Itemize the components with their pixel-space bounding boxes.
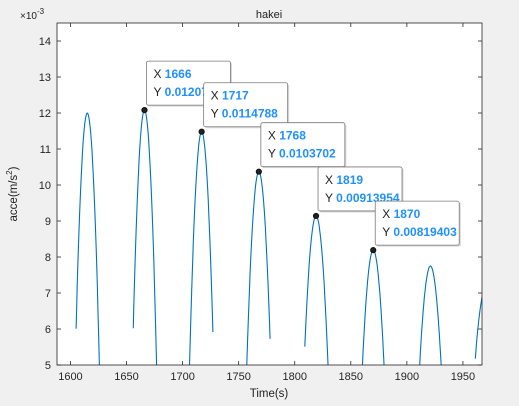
datatip-x-key: X: [153, 67, 164, 81]
datatip-box: [317, 166, 403, 212]
datatip-x-value: 1666: [165, 67, 192, 81]
y-tick-label: 10: [39, 180, 51, 192]
y-axis-exponent: ×10-3: [20, 7, 45, 22]
y-axis-label-close: ): [8, 166, 20, 170]
datatip-marker: [370, 247, 377, 254]
datatip-x-value: 1819: [336, 173, 363, 187]
datatip-y-row: Y 0.0114788: [211, 107, 279, 121]
datatip-y-row: Y 0.01207: [153, 85, 208, 99]
datatip-x-row: X 1819: [325, 173, 363, 187]
y-tick-label: 9: [45, 216, 51, 228]
x-tick-label: 1700: [170, 371, 194, 383]
y-tick-label: 14: [39, 36, 51, 48]
y-axis-label-main: acce(m/s: [8, 175, 20, 222]
datatip-box: [374, 200, 460, 246]
x-tick-label: 1850: [339, 371, 363, 383]
y-tick-label: 7: [45, 288, 51, 300]
datatip-x-key: X: [382, 207, 393, 221]
y-tick-label: 5: [45, 360, 51, 372]
x-axis-label: Time(s): [250, 388, 289, 400]
datatip-x-value: 1768: [279, 129, 306, 143]
datatip-box: [203, 82, 289, 128]
datatip-y-row: Y 0.00819403: [382, 225, 457, 239]
axes-box: [56, 22, 483, 366]
axes-layer: 1600 1650 1700 1750 1800 1850 1900 1950 5 6 7 8 9 10 1…: [39, 22, 483, 383]
x-tick-label: 1750: [226, 371, 250, 383]
datatip-x-row: X 1768: [268, 129, 306, 143]
chart-title: hakei: [256, 9, 282, 21]
datatip-x-row: X 1666: [153, 67, 191, 81]
datatip-y-value: 0.0103702: [279, 147, 336, 161]
y-axis-label-sup: 2: [5, 170, 14, 175]
datatip-marker: [141, 107, 148, 114]
datatip-x-key: X: [325, 173, 336, 187]
datatip-y-key: Y: [382, 225, 393, 239]
datatip-y-key: Y: [153, 85, 164, 99]
datatip-x-value: 1717: [222, 89, 249, 103]
y-tick-label: 8: [45, 252, 51, 264]
series-hump-7: [419, 265, 442, 365]
datatip-x-row: X 1870: [382, 207, 420, 221]
datatip-y-value: 0.0114788: [222, 107, 278, 121]
datatip-y-value: 0.01207: [165, 85, 209, 99]
x-tick-label: 1650: [114, 371, 138, 383]
datatip-x-key: X: [211, 89, 222, 103]
y-tick-label: 6: [45, 324, 51, 336]
x-tick-label: 1600: [58, 371, 82, 383]
y-axis-label: acce(m/s2): [5, 166, 20, 221]
datatip-y-key: Y: [211, 107, 222, 121]
datatip-x-value: 1870: [394, 207, 421, 221]
datatip-marker: [198, 128, 205, 135]
x-tick-label: 1950: [451, 371, 475, 383]
series-hump-8: [474, 294, 482, 359]
datatip-y-key: Y: [325, 191, 336, 205]
datatip-y-key: Y: [268, 147, 279, 161]
datatip-x-row: X 1717: [211, 89, 249, 103]
y-exponent-prefix: ×10: [20, 11, 37, 22]
y-tick-label: 11: [40, 144, 51, 156]
datatip-box: [260, 122, 346, 168]
y-tick-label: 13: [39, 72, 51, 84]
y-exponent-value: -3: [37, 7, 45, 16]
datatip-marker: [312, 212, 320, 220]
svg-text:acce(m/s2): acce(m/s2): [5, 166, 20, 221]
series-hump-1: [75, 112, 100, 365]
x-tick-label: 1900: [395, 371, 419, 383]
datatip-y-value: 0.00819403: [393, 225, 457, 239]
datatip-marker: [255, 168, 262, 175]
datatip-x-key: X: [268, 129, 279, 143]
datatip-y-row: Y 0.0103702: [268, 147, 336, 161]
x-tick-label: 1800: [282, 371, 306, 383]
y-tick-label: 12: [39, 108, 51, 120]
